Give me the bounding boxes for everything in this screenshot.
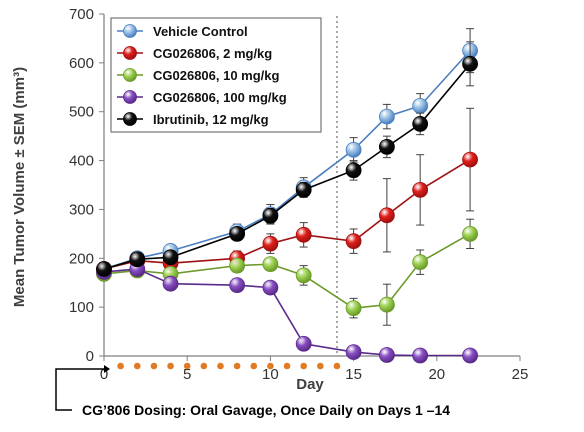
data-point: [162, 249, 179, 266]
data-point: [462, 151, 478, 168]
data-point: [295, 181, 312, 198]
x-tick-label: 5: [183, 366, 191, 383]
dosing-markers: [117, 362, 341, 370]
dosing-dot: [200, 362, 208, 370]
data-point: [262, 235, 279, 252]
x-tick-label: 0: [100, 366, 108, 383]
dosing-dot: [217, 362, 224, 370]
annotation-arrow: [104, 365, 110, 373]
data-point: [462, 225, 478, 242]
data-point: [162, 275, 179, 292]
data-point: [378, 138, 395, 155]
data-point: [462, 55, 478, 72]
data-point: [295, 226, 312, 243]
data-point: [345, 233, 362, 250]
annotation-text: CG’806 Dosing: Oral Gavage, Once Daily o…: [82, 402, 450, 418]
data-point: [229, 277, 246, 294]
data-point: [345, 300, 362, 317]
data-point: [345, 141, 362, 158]
series-line: [103, 50, 471, 270]
dosing-dot: [183, 362, 191, 370]
dosing-dot: [300, 362, 307, 370]
series-3: [96, 218, 478, 326]
x-axis-title: Day: [296, 376, 324, 393]
y-tick-label: 600: [69, 55, 94, 72]
data-point: [295, 335, 312, 352]
legend-swatch-marker: [123, 90, 137, 104]
annotation-bracket: [55, 368, 104, 411]
data-point: [378, 108, 395, 125]
data-point: [229, 225, 246, 242]
x-tick-label: 15: [345, 366, 362, 383]
dosing-annotation: CG’806 Dosing: Oral Gavage, Once Daily o…: [55, 365, 450, 418]
data-point: [412, 347, 429, 364]
legend-label: CG026806, 10 mg/kg: [153, 68, 280, 83]
legend-label: Ibrutinib, 12 mg/kg: [153, 112, 269, 127]
dosing-dot: [117, 362, 124, 370]
data-point: [462, 347, 478, 364]
y-tick-label: 100: [69, 299, 94, 316]
series-layer: [96, 28, 478, 364]
data-point: [412, 116, 429, 132]
legend-label: CG026806, 100 mg/kg: [153, 90, 287, 105]
x-tick-label: 10: [262, 366, 279, 383]
series-line: [103, 63, 471, 270]
data-point: [129, 251, 146, 268]
y-tick-label: 0: [86, 348, 94, 365]
data-point: [96, 261, 112, 277]
data-point: [345, 344, 362, 360]
dosing-dot: [317, 362, 324, 370]
data-point: [412, 97, 429, 114]
series-line: [103, 268, 471, 357]
y-tick-label: 500: [69, 104, 94, 121]
legend: Vehicle Control CG026806, 2 mg/kg CG026806…: [110, 17, 322, 133]
dosing-dot: [133, 362, 141, 370]
legend-box: [110, 17, 322, 133]
y-tick-label: 300: [69, 201, 94, 218]
data-point: [295, 267, 312, 284]
dosing-dot: [283, 362, 291, 370]
series-line: [103, 233, 471, 309]
series-4: [96, 261, 478, 364]
data-point: [262, 279, 279, 296]
y-tick-label: 400: [69, 153, 94, 170]
data-point: [378, 207, 395, 224]
data-point: [378, 347, 395, 363]
legend-swatch-marker: [123, 46, 137, 60]
data-point: [262, 207, 279, 224]
dosing-dot: [267, 362, 274, 370]
series-5: [96, 41, 478, 277]
data-point: [378, 296, 395, 313]
y-tick-label: 200: [69, 250, 94, 267]
data-point: [412, 181, 429, 198]
data-point: [229, 257, 246, 274]
dosing-dot: [150, 362, 158, 370]
legend-label: Vehicle Control: [153, 24, 248, 39]
legend-swatch-marker: [123, 112, 137, 126]
series-line: [103, 158, 471, 270]
y-tick-label: 700: [69, 6, 94, 23]
x-tick-label: 25: [512, 366, 529, 383]
dosing-dot: [233, 362, 241, 370]
x-tick-label: 20: [428, 366, 445, 383]
data-point: [412, 254, 429, 271]
data-point: [345, 162, 362, 179]
dosing-dot: [333, 362, 341, 370]
legend-label: CG026806, 2 mg/kg: [153, 46, 272, 61]
dosing-dot: [250, 362, 258, 370]
y-axis-title: Mean Tumor Volume ± SEM (mm³): [11, 67, 28, 307]
axes: 0 100 200 300 400 500 600 700 0 5 10 15 20 25 Day Mean …: [11, 6, 528, 393]
dosing-dot: [167, 362, 174, 370]
legend-swatch-marker: [123, 24, 137, 38]
data-point: [262, 256, 279, 273]
legend-swatch-marker: [123, 68, 137, 82]
